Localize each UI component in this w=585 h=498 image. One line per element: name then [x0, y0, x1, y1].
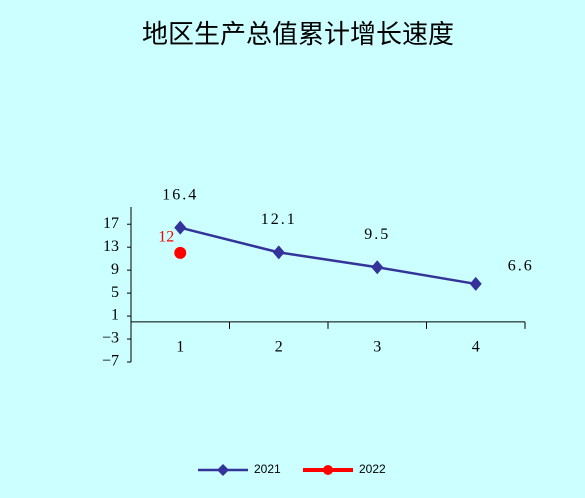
y-tick-label: 13	[103, 238, 119, 255]
chart-title: 地区生产总值累计增长速度	[142, 20, 454, 49]
x-tick-label: 3	[373, 338, 381, 355]
y-tick-label: 1	[111, 307, 119, 324]
y-tick-label: 9	[111, 261, 119, 278]
legend-marker	[323, 465, 333, 475]
data-label: 12.1	[261, 211, 297, 228]
y-tick-label: 5	[111, 284, 119, 301]
x-tick-label: 2	[275, 338, 283, 355]
data-label: 6.6	[508, 258, 534, 275]
series-line	[179, 226, 476, 286]
point	[272, 245, 285, 260]
y-tick-label: 17	[103, 215, 119, 232]
x-tick-label: 1	[176, 338, 184, 355]
y-tick-label: −7	[102, 353, 119, 370]
data-label: 12	[158, 229, 174, 246]
point	[469, 276, 482, 291]
y-tick-label: −3	[102, 330, 119, 347]
point	[371, 260, 384, 275]
data-label: 16.4	[162, 186, 198, 203]
legend-label: 2021	[254, 462, 281, 476]
data-label: 9.5	[364, 226, 390, 243]
point	[174, 246, 187, 259]
legend-label: 2022	[359, 462, 386, 476]
x-tick-label: 4	[472, 338, 480, 355]
point	[174, 220, 187, 235]
legend-marker	[217, 464, 229, 476]
